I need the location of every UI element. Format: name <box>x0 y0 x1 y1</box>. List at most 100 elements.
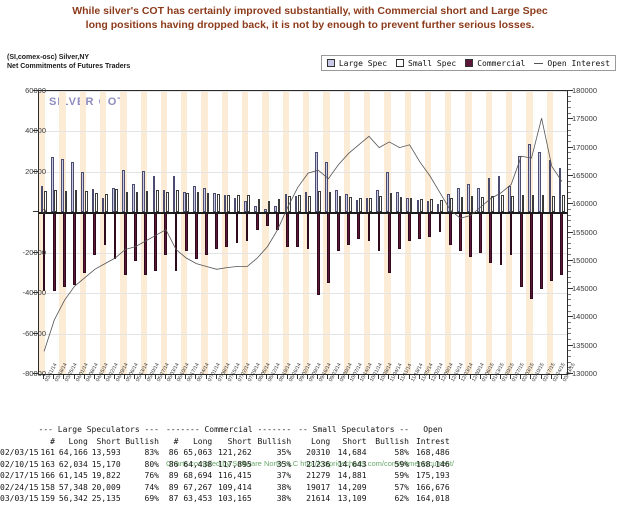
background-band <box>242 91 249 374</box>
table-cell: 65,063 <box>183 448 213 457</box>
bar-large-spec <box>182 192 186 213</box>
table-column-header: Bullish <box>257 436 292 446</box>
table-cell: 103,165 <box>217 494 252 503</box>
table-cell: 121,262 <box>217 448 252 457</box>
table-cell-date: 03/03/15 <box>0 494 39 503</box>
x-axis-tick <box>225 375 227 379</box>
background-band <box>404 91 411 374</box>
y-axis-tick-right <box>568 231 573 233</box>
bar-small-spec <box>237 195 240 213</box>
x-axis-tick <box>449 375 451 379</box>
bar-small-spec <box>541 195 545 213</box>
table-cell: 13,593 <box>91 448 121 457</box>
table-cell: 64,438 <box>183 459 213 469</box>
x-axis-tick <box>510 375 512 379</box>
table-cell: 19017 <box>306 482 331 492</box>
x-axis-tick <box>327 375 329 379</box>
bar-large-spec <box>71 161 74 213</box>
x-axis-tick <box>144 375 146 379</box>
bar-small-spec <box>419 199 423 213</box>
table-cell: 74% <box>144 482 159 492</box>
table-column-header: Long <box>310 436 331 446</box>
background-band <box>160 91 168 374</box>
x-axis-tick <box>530 375 532 379</box>
table-cell-date: 02/17/15 <box>0 471 39 480</box>
cot-table: --- Large Speculators --- ------- Commer… <box>0 424 450 505</box>
y-axis-tick-right <box>568 344 573 346</box>
x-axis-tick <box>134 375 136 379</box>
y-axis-minor-tick-right <box>568 112 571 114</box>
table-cell: 69% <box>144 494 159 503</box>
bar-large-spec <box>193 186 196 213</box>
legend-label: Commercial <box>477 58 526 68</box>
table-cell: 63,453 <box>183 494 213 503</box>
y-axis-tick-right <box>568 90 573 91</box>
table-row: 02/24/15 158 57,348 20,009 74% 89 67,267 109,41… <box>0 482 450 494</box>
bar-small-spec <box>196 192 200 213</box>
y-axis-minor-tick-right <box>568 254 571 256</box>
bar-large-spec <box>81 171 85 213</box>
legend-box-marker <box>326 59 335 67</box>
y-axis-minor-tick-right <box>568 356 571 358</box>
bar-large-spec <box>426 201 430 213</box>
table-row: 02/10/15 163 62,034 15,170 80% 86 64,438 117,89… <box>0 459 450 471</box>
x-axis-tick <box>500 375 501 379</box>
y-axis-tick-left <box>33 251 38 253</box>
y-axis-tick-label-left: 60000 <box>25 86 46 95</box>
x-axis-tick <box>347 375 349 379</box>
bar-large-spec <box>264 209 267 213</box>
bar-small-spec <box>551 196 555 213</box>
table-cell: 64,166 <box>58 448 88 457</box>
bar-large-spec <box>416 200 420 213</box>
gridline <box>39 171 567 173</box>
bar-small-spec <box>450 198 454 213</box>
table-cell-date: 02/24/15 <box>0 482 39 492</box>
x-axis-tick <box>93 375 95 379</box>
x-axis-tick <box>317 375 319 379</box>
table-cell: 168,146 <box>415 459 450 469</box>
background-band <box>546 91 553 374</box>
table-column-header-row: # Long Short Bullish # Long Short Bullish Long Sh… <box>0 436 450 448</box>
y-axis-tick-label-right: 180000 <box>572 86 598 95</box>
x-axis-tick <box>276 375 278 379</box>
bar-small-spec <box>298 195 301 213</box>
table-cell: 59% <box>394 459 409 469</box>
x-axis-tick <box>124 375 126 379</box>
table-cell: 37% <box>276 471 292 480</box>
bar-small-spec <box>64 191 68 213</box>
y-axis-tick-label-right: 150000 <box>572 255 598 265</box>
y-axis-tick-label-left: 40000 <box>25 126 46 136</box>
background-band <box>140 91 147 374</box>
background-band <box>526 91 533 374</box>
bar-large-spec <box>406 198 409 213</box>
bar-large-spec <box>314 151 318 213</box>
legend-item-open-interest[interactable]: Open Interest <box>534 59 610 68</box>
bar-large-spec <box>91 189 95 213</box>
x-axis-tick <box>560 375 562 379</box>
table-cell: 25,135 <box>91 494 121 503</box>
legend-item-commercial[interactable]: Commercial <box>465 59 525 68</box>
bar-small-spec <box>155 190 159 213</box>
table-cell-date: 02/10/15 <box>0 459 39 469</box>
table-cell: 80% <box>144 459 159 469</box>
table-cell: 86 <box>168 459 179 469</box>
x-axis-tick <box>154 375 156 379</box>
y-axis-tick-right <box>568 174 573 176</box>
y-axis-minor-tick-right <box>568 322 571 324</box>
table-cell: 20,009 <box>91 482 121 492</box>
bar-small-spec <box>44 191 47 213</box>
y-axis-minor-tick-right <box>568 180 571 182</box>
x-axis-tick <box>398 375 400 379</box>
bar-large-spec <box>304 192 308 213</box>
legend-item-large-spec[interactable]: Large Spec <box>326 59 387 68</box>
background-band <box>303 91 310 374</box>
legend-item-small-spec[interactable]: Small Spec <box>396 59 456 68</box>
x-axis-tick <box>408 375 410 379</box>
chart-footer-credit: Charts compiled by Software North LLC ht… <box>165 459 455 468</box>
chart-legend: Large Spec Small Spec Commercial Open Inter… <box>320 55 616 71</box>
table-cell: 166 <box>40 471 55 480</box>
group-header-small-spec: -- Small Speculators -- <box>298 425 409 434</box>
background-band <box>262 91 269 374</box>
bar-large-spec <box>294 196 298 213</box>
x-axis-tick <box>357 375 359 379</box>
